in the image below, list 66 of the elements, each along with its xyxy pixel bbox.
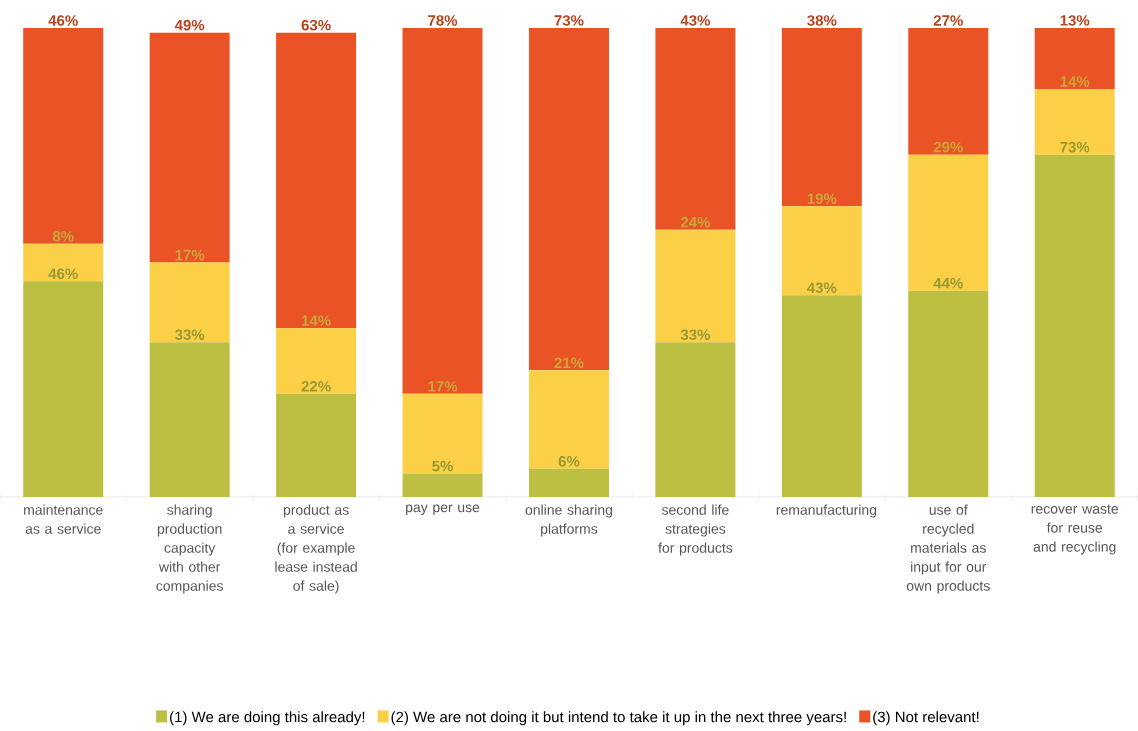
- bar: [655, 229, 736, 343]
- bar: [1034, 88, 1115, 155]
- bar: [781, 206, 862, 296]
- bar: [655, 342, 736, 497]
- data-label: 27%: [933, 15, 963, 26]
- x-tick-label: sharing production capacity with other companies: [156, 504, 223, 594]
- bar: [908, 28, 989, 155]
- data-label: 13%: [1060, 15, 1090, 26]
- bar: [781, 28, 862, 207]
- bar: [23, 243, 104, 282]
- data-label: 73%: [554, 15, 584, 26]
- data-label: 14%: [1060, 76, 1090, 87]
- data-label: 78%: [428, 15, 458, 26]
- x-tick-label: use of recycled materials as input for our own products: [906, 504, 990, 594]
- x-tick-label: pay per use: [406, 504, 480, 515]
- bar: [276, 328, 357, 394]
- data-label: 33%: [174, 329, 205, 341]
- data-label: 63%: [301, 19, 331, 31]
- data-label: 6%: [558, 456, 580, 467]
- bar: [402, 28, 483, 394]
- data-label: 24%: [680, 216, 710, 228]
- data-label: 17%: [428, 381, 458, 392]
- bar: [908, 154, 989, 291]
- bar: [402, 473, 483, 497]
- data-label: 46%: [48, 15, 78, 26]
- bar: [149, 32, 230, 263]
- data-label: 43%: [680, 15, 710, 26]
- bar: [908, 290, 989, 497]
- data-label: 17%: [175, 249, 205, 261]
- bar: [276, 393, 357, 497]
- legend-label: (2) We are not doing it but intend to take it up in the next three years!: [391, 711, 846, 726]
- x-tick-label: online sharing platforms: [525, 504, 613, 537]
- data-label: 33%: [680, 329, 710, 341]
- data-label: 14%: [302, 315, 331, 326]
- data-label: 46%: [48, 268, 78, 280]
- data-label: 8%: [52, 230, 74, 242]
- bar: [655, 28, 736, 230]
- bar: [1034, 154, 1115, 497]
- bar: [781, 295, 862, 497]
- bar: [23, 281, 104, 497]
- legend-label: (1) We are doing this already!: [170, 711, 365, 726]
- bar: [528, 28, 609, 371]
- bar: [276, 32, 357, 329]
- bar: [528, 468, 609, 497]
- x-tick-label: remanufacturing: [776, 504, 877, 518]
- legend-label: (3) Not relevant!: [873, 711, 979, 726]
- data-label: 21%: [554, 357, 584, 369]
- data-label: 5%: [432, 460, 453, 472]
- x-tick-label: maintenance as a service: [24, 504, 103, 534]
- data-label: 49%: [174, 19, 205, 31]
- data-label: 73%: [1060, 141, 1090, 153]
- data-label: 44%: [933, 277, 963, 289]
- x-tick-label: product as a service (for example lease instead of sale): [275, 504, 357, 594]
- bar: [149, 262, 230, 343]
- data-label: 43%: [807, 282, 837, 294]
- data-label: 19%: [807, 193, 837, 205]
- x-tick-label: second life strategies for products: [658, 504, 733, 556]
- bar: [402, 393, 483, 474]
- bar: [23, 28, 104, 244]
- data-label: 29%: [933, 141, 963, 153]
- data-label: 38%: [807, 15, 837, 26]
- data-label: 22%: [301, 381, 331, 392]
- bar: [1034, 28, 1115, 89]
- bar: [528, 370, 609, 469]
- x-tick-label: recover waste for reuse and recycling: [1031, 504, 1119, 555]
- bar: [149, 342, 230, 497]
